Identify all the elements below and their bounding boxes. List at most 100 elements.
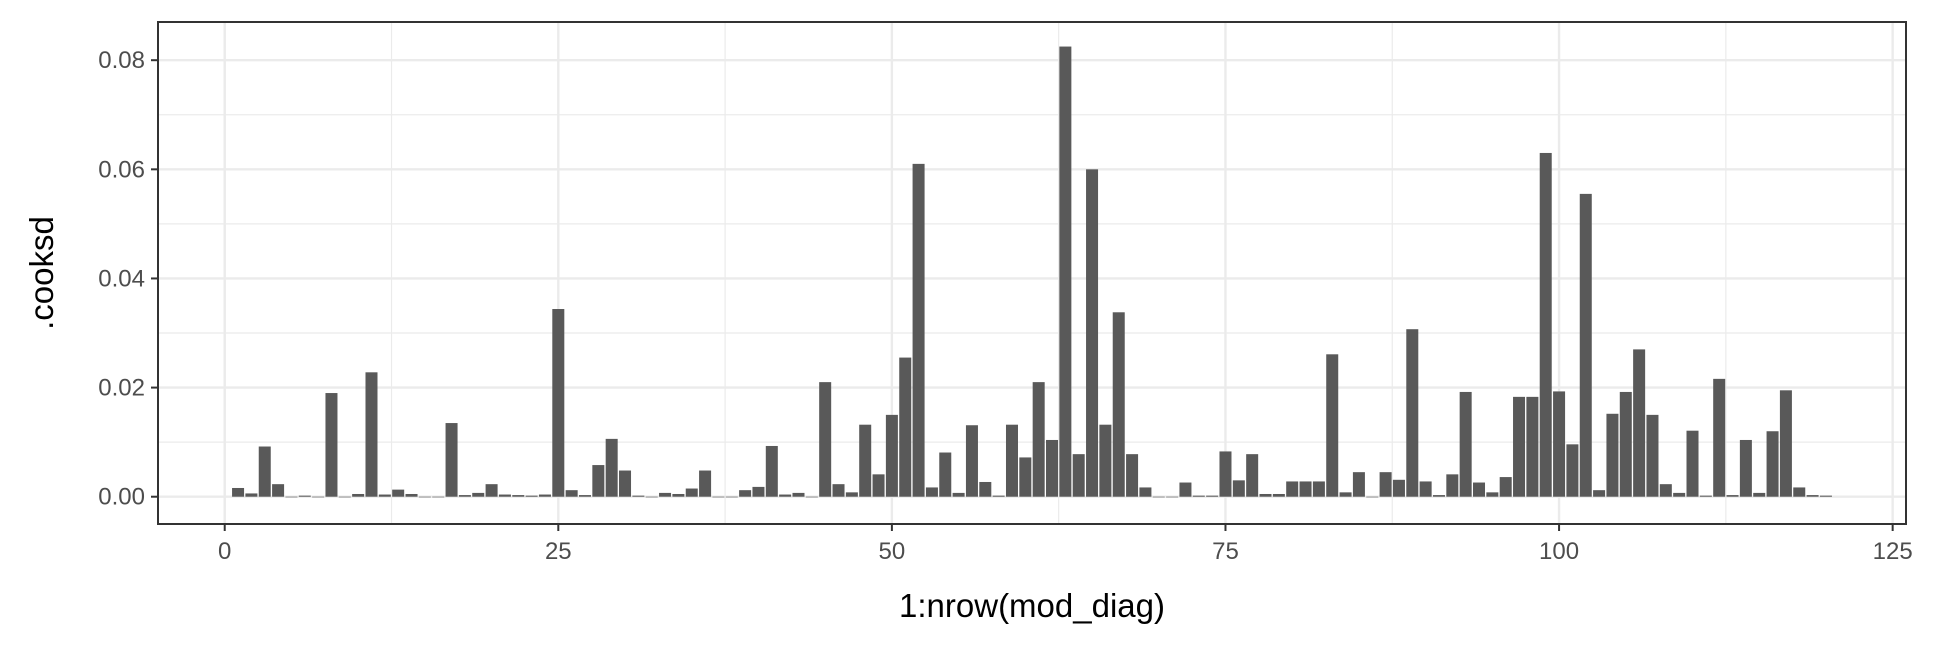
bar <box>1032 382 1045 497</box>
bar <box>1272 493 1285 497</box>
bar <box>1392 479 1405 497</box>
bar <box>458 495 471 497</box>
x-tick-label: 0 <box>218 538 231 565</box>
bar <box>1299 481 1312 497</box>
bar <box>512 495 525 497</box>
bar <box>1406 329 1419 497</box>
bar <box>1179 482 1192 497</box>
bar <box>1232 480 1245 497</box>
bar <box>1432 495 1445 497</box>
bar <box>899 357 912 497</box>
bar <box>605 438 618 497</box>
bar <box>992 495 1005 497</box>
bar <box>752 486 765 497</box>
bar <box>632 495 645 497</box>
bar <box>1379 472 1392 497</box>
bar <box>659 492 672 497</box>
bar <box>805 496 818 498</box>
bar <box>258 446 271 497</box>
bar <box>538 494 551 497</box>
bar <box>1726 495 1739 497</box>
bar <box>552 309 565 497</box>
bar <box>619 470 632 497</box>
bar <box>1152 496 1165 498</box>
bar <box>1633 349 1646 497</box>
bar <box>845 492 858 497</box>
bar <box>819 382 832 497</box>
bar <box>1593 490 1606 497</box>
bar <box>1219 451 1232 497</box>
bar <box>765 445 778 497</box>
bar <box>445 423 458 497</box>
bar <box>245 493 258 497</box>
bar <box>792 492 805 497</box>
y-axis-ticks: 0.00 0.02 0.04 0.06 0.08 <box>98 47 158 511</box>
bar <box>1806 495 1819 497</box>
panel-border <box>157 21 1907 525</box>
bar <box>272 484 285 497</box>
x-tick-label: 125 <box>1873 538 1913 565</box>
bar <box>1499 477 1512 497</box>
bar <box>1779 390 1792 497</box>
bar <box>472 492 485 497</box>
bar <box>285 496 298 498</box>
bar <box>1005 424 1018 497</box>
x-tick-label: 75 <box>1212 538 1239 565</box>
bar <box>1646 414 1659 497</box>
bar <box>1539 152 1552 497</box>
x-tick-label: 100 <box>1539 538 1579 565</box>
bar <box>325 393 338 497</box>
bar <box>1673 492 1686 497</box>
bar <box>1766 431 1779 497</box>
bar <box>1713 378 1726 497</box>
x-tick-label: 50 <box>879 538 906 565</box>
bar <box>1339 492 1352 497</box>
bar <box>232 487 245 497</box>
bar <box>1352 472 1365 497</box>
y-axis-title: .cooksd <box>23 216 60 330</box>
bar <box>1259 493 1272 497</box>
bar <box>859 424 872 497</box>
bar <box>1819 495 1832 497</box>
bar <box>1019 457 1032 497</box>
bar <box>1513 396 1526 497</box>
bar <box>832 484 845 497</box>
bar <box>1086 169 1099 497</box>
bar <box>712 496 725 498</box>
bar <box>365 372 378 497</box>
bar <box>418 496 431 498</box>
x-axis-ticks: 0 25 50 75 100 125 <box>218 524 1913 565</box>
bar <box>965 425 978 497</box>
bar <box>1686 430 1699 497</box>
bar <box>1619 391 1632 497</box>
bar <box>378 494 391 497</box>
bar <box>565 490 578 497</box>
bar <box>685 488 698 497</box>
bar <box>1486 492 1499 497</box>
bar <box>525 495 538 497</box>
bar <box>1206 495 1219 497</box>
bar <box>725 496 738 498</box>
y-tick-label: 0.00 <box>98 484 145 511</box>
bar <box>312 496 325 498</box>
y-tick-label: 0.02 <box>98 375 145 402</box>
bar <box>1192 495 1205 497</box>
bar <box>1419 481 1432 497</box>
bar <box>432 496 445 498</box>
bar <box>925 487 938 497</box>
y-tick-label: 0.06 <box>98 156 145 183</box>
bar <box>1753 492 1766 497</box>
bar <box>1312 481 1325 497</box>
x-axis-title: 1:nrow(mod_diag) <box>899 587 1165 624</box>
bar <box>1286 481 1299 497</box>
bar <box>352 493 365 497</box>
bar <box>1459 391 1472 497</box>
bar <box>1739 439 1752 497</box>
bar <box>1526 396 1539 497</box>
bar <box>1326 354 1339 497</box>
bar <box>1606 413 1619 497</box>
bar <box>979 481 992 497</box>
bar <box>1793 487 1806 497</box>
bar <box>739 490 752 497</box>
bar <box>872 474 885 497</box>
